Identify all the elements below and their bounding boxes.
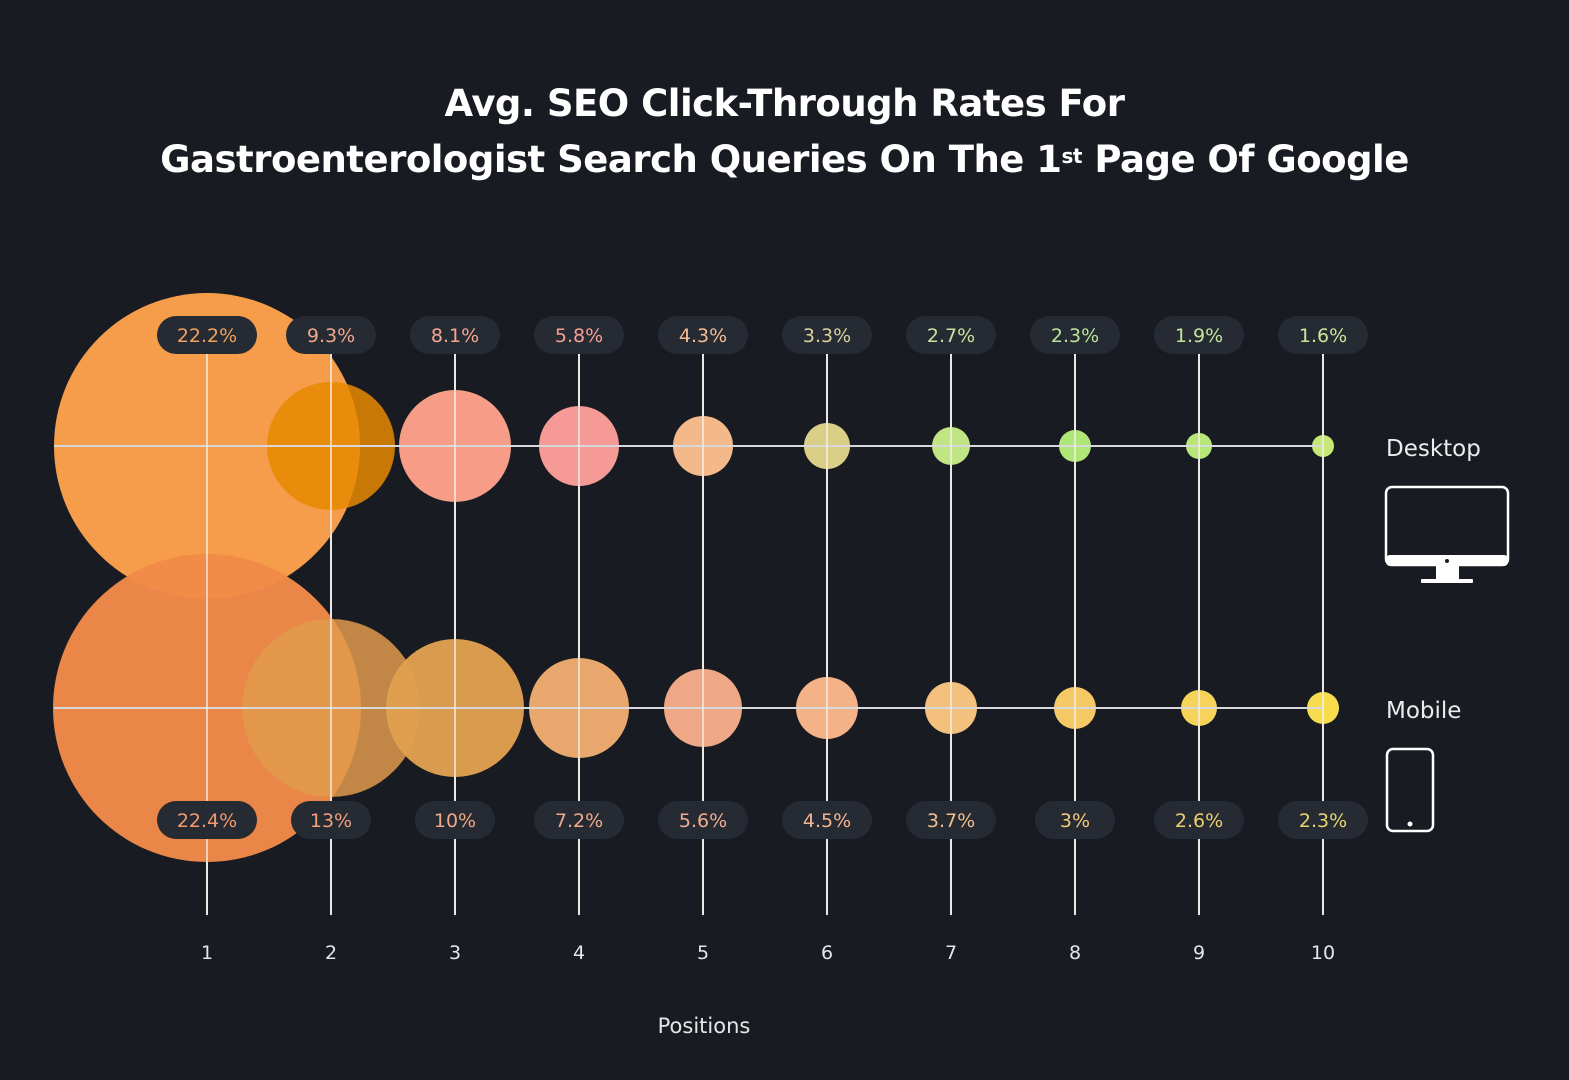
pill-bg <box>157 316 257 354</box>
value-label: 5.8% <box>555 325 603 347</box>
value-label: 9.3% <box>307 325 355 347</box>
value-pill-desktop-10: 1.6% <box>1278 316 1368 354</box>
value-pill-mobile-6: 4.5% <box>782 801 872 839</box>
pill-bg <box>906 316 996 354</box>
pill-bg <box>1154 316 1244 354</box>
title-line2-suffix: Page Of Google <box>1082 138 1409 181</box>
pill-bg <box>658 801 748 839</box>
value-label: 2.7% <box>927 325 975 347</box>
x-axis-ticks: 1 2 3 4 5 6 7 8 9 10 <box>201 942 1335 964</box>
title-superscript: st <box>1061 144 1083 168</box>
value-label: 2.3% <box>1051 325 1099 347</box>
chart-title-line-2: Gastroenterologist Search Queries On The… <box>0 132 1569 188</box>
value-label: 7.2% <box>555 810 603 832</box>
value-pill-desktop-4: 5.8% <box>534 316 624 354</box>
value-pill-desktop-1: 22.2% <box>157 316 257 354</box>
value-pill-desktop-5: 4.3% <box>658 316 748 354</box>
value-label: 3.3% <box>803 325 851 347</box>
value-pill-mobile-2: 13% <box>291 801 371 839</box>
pill-bg <box>906 801 996 839</box>
pill-bg <box>1030 316 1120 354</box>
chart-title: Avg. SEO Click-Through Rates For Gastroe… <box>0 76 1569 188</box>
value-pill-desktop-2: 9.3% <box>286 316 376 354</box>
pill-bg <box>782 316 872 354</box>
value-label: 22.4% <box>177 810 237 832</box>
pill-bg <box>534 801 624 839</box>
legend-mobile: Mobile <box>1385 698 1461 833</box>
value-pill-mobile-10: 2.3% <box>1278 801 1368 839</box>
value-label: 2.6% <box>1175 810 1223 832</box>
value-label: 13% <box>310 810 352 832</box>
value-label: 10% <box>434 810 476 832</box>
value-pill-desktop-8: 2.3% <box>1030 316 1120 354</box>
legend-mobile-label: Mobile <box>1386 698 1461 724</box>
pill-bg <box>157 801 257 839</box>
x-tick-label: 8 <box>1069 942 1081 964</box>
value-pill-mobile-1: 22.4% <box>157 801 257 839</box>
legend-desktop: Desktop <box>1384 436 1510 583</box>
bubbles <box>53 293 1339 862</box>
pill-bg <box>1278 316 1368 354</box>
x-axis-label: Positions <box>658 1014 751 1038</box>
x-tick-label: 6 <box>821 942 833 964</box>
pill-bg <box>534 316 624 354</box>
value-label: 4.5% <box>803 810 851 832</box>
pill-bg <box>415 801 495 839</box>
value-labels: 22.2% 9.3% 8.1% 5.8% 4.3% 3.3% 2.7% 2.3% 1.9% 1.6… <box>157 316 1368 839</box>
value-label: 2.3% <box>1299 810 1347 832</box>
x-tick-label: 1 <box>201 942 213 964</box>
pill-bg <box>1278 801 1368 839</box>
title-line2-text: Gastroenterologist Search Queries On The… <box>160 138 1062 181</box>
x-tick-label: 7 <box>945 942 957 964</box>
value-label: 5.6% <box>679 810 727 832</box>
value-label: 1.6% <box>1299 325 1347 347</box>
pill-bg <box>286 316 376 354</box>
value-label: 1.9% <box>1175 325 1223 347</box>
value-pill-mobile-5: 5.6% <box>658 801 748 839</box>
pill-bg <box>658 316 748 354</box>
value-pill-mobile-8: 3% <box>1035 801 1115 839</box>
value-label: 22.2% <box>177 325 237 347</box>
value-pill-mobile-4: 7.2% <box>534 801 624 839</box>
value-pill-desktop-3: 8.1% <box>410 316 500 354</box>
chart-title-line-1: Avg. SEO Click-Through Rates For <box>444 82 1125 125</box>
value-label: 8.1% <box>431 325 479 347</box>
x-tick-label: 4 <box>573 942 585 964</box>
mobile-phone-icon <box>1385 747 1435 833</box>
value-pill-mobile-7: 3.7% <box>906 801 996 839</box>
value-pill-mobile-9: 2.6% <box>1154 801 1244 839</box>
value-label: 3% <box>1060 810 1090 832</box>
value-label: 4.3% <box>679 325 727 347</box>
value-label: 3.7% <box>927 810 975 832</box>
pill-bg <box>410 316 500 354</box>
x-tick-label: 10 <box>1311 942 1335 964</box>
value-pill-desktop-9: 1.9% <box>1154 316 1244 354</box>
x-tick-label: 9 <box>1193 942 1205 964</box>
pill-bg <box>1035 801 1115 839</box>
x-tick-label: 2 <box>325 942 337 964</box>
legend-desktop-label: Desktop <box>1386 436 1481 462</box>
pill-bg <box>782 801 872 839</box>
pill-bg <box>291 801 371 839</box>
value-pill-desktop-6: 3.3% <box>782 316 872 354</box>
value-pill-desktop-7: 2.7% <box>906 316 996 354</box>
x-tick-label: 3 <box>449 942 461 964</box>
desktop-monitor-icon <box>1384 485 1510 583</box>
value-pill-mobile-3: 10% <box>415 801 495 839</box>
x-tick-label: 5 <box>697 942 709 964</box>
pill-bg <box>1154 801 1244 839</box>
